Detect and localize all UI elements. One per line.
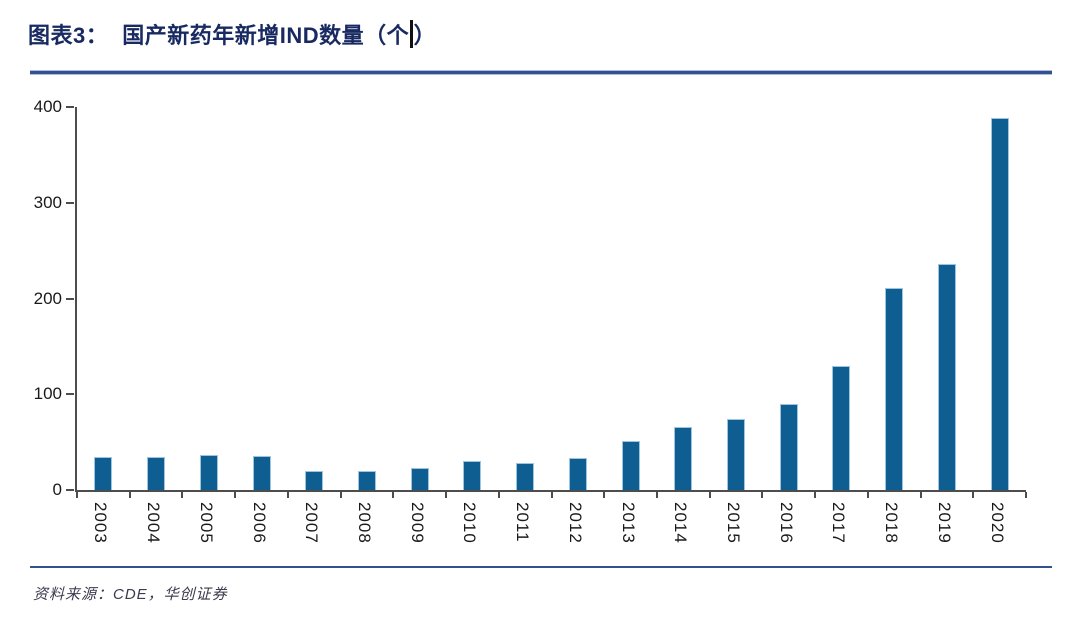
x-axis-label-2004: 2004	[144, 502, 164, 544]
x-axis-label-2013: 2013	[618, 502, 638, 544]
y-axis-label-100: 100	[33, 384, 62, 404]
bar-2013	[621, 441, 640, 490]
bar-2011	[516, 463, 535, 490]
source-note: 资料来源：CDE，华创证券	[33, 586, 228, 603]
figure-title[interactable]: 图表3： 国产新药年新增IND数量（个）	[28, 18, 436, 50]
x-axis-label-2009: 2009	[407, 502, 427, 544]
y-axis-tick	[66, 201, 74, 204]
x-axis-label-2008: 2008	[354, 502, 374, 544]
x-axis-tick	[286, 492, 289, 498]
bar-2005	[199, 454, 218, 490]
x-axis-label-2012: 2012	[565, 502, 585, 544]
bar-2008	[357, 470, 376, 490]
x-axis-tick	[919, 492, 922, 498]
bar-2004	[147, 456, 166, 490]
x-axis-tick	[550, 492, 553, 498]
y-axis-label-200: 200	[33, 288, 62, 308]
bar-2006	[252, 455, 271, 490]
x-axis-label-2017: 2017	[829, 502, 849, 544]
x-axis-label-2019: 2019	[934, 502, 954, 544]
x-axis-label-2006: 2006	[249, 502, 269, 544]
y-axis-label-400: 400	[33, 97, 62, 116]
x-axis-label-2018: 2018	[882, 502, 902, 544]
x-axis-tick	[603, 492, 606, 498]
figure-title-text: 国产新药年新增IND数量（个	[122, 23, 410, 48]
figure-title-close: ）	[413, 23, 437, 48]
y-axis-tick	[66, 489, 74, 491]
x-axis-label-2010: 2010	[460, 502, 480, 544]
x-axis-tick	[339, 492, 342, 498]
x-axis-label-2020: 2020	[987, 502, 1007, 544]
bar-2018	[885, 287, 904, 490]
x-axis-tick	[708, 492, 711, 498]
x-axis-tick	[181, 492, 184, 498]
bar-2007	[305, 470, 324, 490]
x-axis-label-2005: 2005	[196, 502, 216, 544]
x-axis-label-2014: 2014	[671, 502, 691, 544]
x-axis-tick	[814, 492, 817, 498]
x-axis-label-2003: 2003	[91, 502, 111, 544]
bar-2014	[674, 426, 693, 490]
text-cursor	[410, 20, 413, 48]
y-axis-label-300: 300	[33, 192, 62, 212]
x-axis-tick	[761, 492, 764, 498]
x-axis-tick	[866, 492, 869, 498]
bar-2012	[568, 458, 587, 490]
x-axis-tick	[128, 492, 131, 498]
x-axis-tick	[1025, 492, 1027, 498]
x-axis-label-2011: 2011	[513, 502, 533, 543]
bar-2010	[463, 461, 482, 490]
x-axis-tick	[972, 492, 975, 498]
bar-2019	[937, 264, 956, 490]
y-axis-tick	[66, 297, 74, 300]
plot-area	[75, 107, 1027, 498]
x-axis-label-2016: 2016	[776, 502, 796, 544]
y-axis-tick	[66, 393, 74, 396]
x-axis-tick	[655, 492, 658, 498]
bar-2017	[832, 365, 851, 490]
y-axis-tick	[66, 106, 74, 108]
bar-2020	[990, 117, 1009, 490]
x-axis-tick	[445, 492, 448, 498]
title-divider-line	[30, 71, 1052, 74]
bar-2015	[727, 419, 746, 490]
x-axis-tick	[234, 492, 237, 498]
x-axis-tick	[76, 492, 78, 498]
x-axis-label-2007: 2007	[302, 502, 322, 544]
bar-2009	[410, 467, 429, 490]
figure-number-label: 图表3：	[28, 23, 109, 48]
y-axis-label-0: 0	[52, 480, 62, 499]
footer-divider-line	[30, 566, 1052, 568]
bar-2016	[779, 403, 798, 490]
x-axis-label-2015: 2015	[724, 502, 744, 544]
bar-2003	[94, 456, 113, 490]
x-axis-tick	[392, 492, 395, 498]
x-axis-tick	[497, 492, 500, 498]
